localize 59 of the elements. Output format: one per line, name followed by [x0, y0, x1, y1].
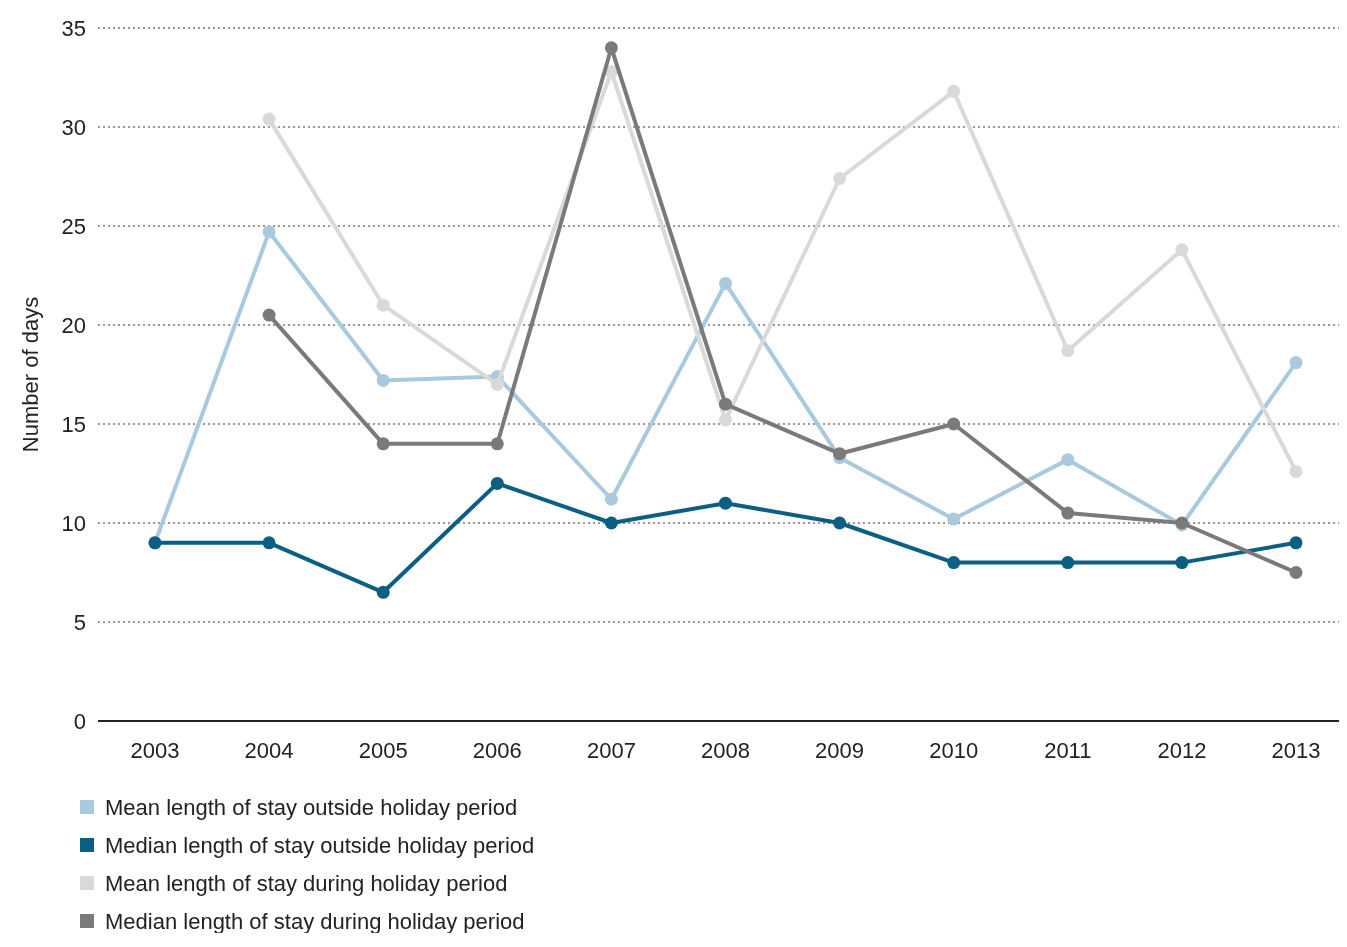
point	[376, 373, 390, 387]
point	[1175, 243, 1189, 257]
x-tick-label: 2006	[472, 738, 522, 763]
point	[1289, 356, 1303, 370]
point	[604, 41, 618, 55]
point	[262, 536, 276, 550]
y-tick-label: 0	[73, 708, 86, 734]
legend-label: Mean length of stay during holiday period	[105, 870, 508, 896]
y-tick-label: 25	[61, 213, 86, 239]
point	[1175, 556, 1189, 570]
y-tick-label: 5	[73, 609, 86, 635]
x-tick-label: 2005	[358, 738, 408, 763]
point	[376, 437, 390, 451]
point	[1289, 465, 1303, 479]
x-tick-label: 2007	[586, 738, 636, 763]
x-tick-label: 2004	[244, 738, 294, 763]
y-tick-label: 15	[61, 411, 86, 437]
y-tick-label: 20	[61, 312, 86, 338]
point	[833, 171, 847, 185]
x-tick-label: 2010	[929, 738, 979, 763]
y-tick-label: 30	[61, 114, 86, 140]
point	[490, 377, 504, 391]
legend-label: Median length of stay during holiday period	[105, 908, 525, 934]
point	[490, 476, 504, 490]
point	[947, 556, 961, 570]
point	[262, 225, 276, 239]
x-tick-label: 2003	[130, 738, 180, 763]
x-tick-label: 2008	[701, 738, 750, 763]
point	[1061, 556, 1075, 570]
x-tick-label: 2009	[815, 738, 865, 763]
point	[262, 308, 276, 322]
y-axis-title: Number of days	[18, 296, 43, 453]
point	[604, 516, 618, 530]
point	[719, 276, 732, 290]
point	[719, 496, 732, 510]
point	[1061, 344, 1075, 358]
point	[833, 516, 847, 530]
x-tick-label: 2012	[1157, 738, 1207, 763]
point	[376, 585, 390, 599]
point	[719, 397, 732, 411]
point	[1061, 453, 1075, 467]
point	[490, 437, 504, 451]
point	[262, 112, 276, 126]
legend-label: Mean length of stay outside holiday period	[105, 794, 518, 820]
point	[1061, 506, 1075, 520]
y-tick-label: 10	[61, 510, 86, 536]
point	[1289, 536, 1303, 550]
point	[833, 447, 847, 461]
point	[719, 413, 732, 427]
point	[947, 512, 961, 526]
x-tick-label: 2011	[1044, 738, 1092, 763]
point	[947, 84, 961, 98]
point	[1289, 566, 1303, 579]
legend-label: Median length of stay outside holiday period	[105, 832, 535, 858]
point	[947, 417, 961, 431]
x-tick-label: 2013	[1271, 738, 1321, 763]
point	[604, 492, 618, 506]
point	[376, 298, 390, 312]
y-tick-label: 35	[61, 15, 86, 41]
